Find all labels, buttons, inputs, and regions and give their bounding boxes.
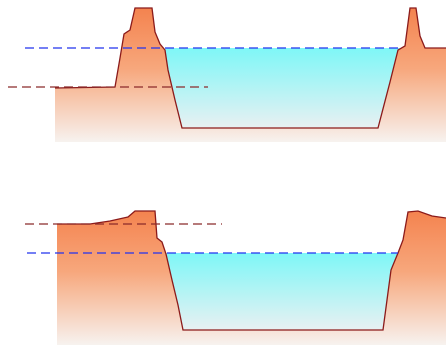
cross-section-top	[8, 8, 446, 142]
cross-section-bottom	[25, 211, 446, 345]
water	[165, 48, 400, 128]
water	[166, 253, 398, 330]
diagram	[0, 0, 446, 345]
